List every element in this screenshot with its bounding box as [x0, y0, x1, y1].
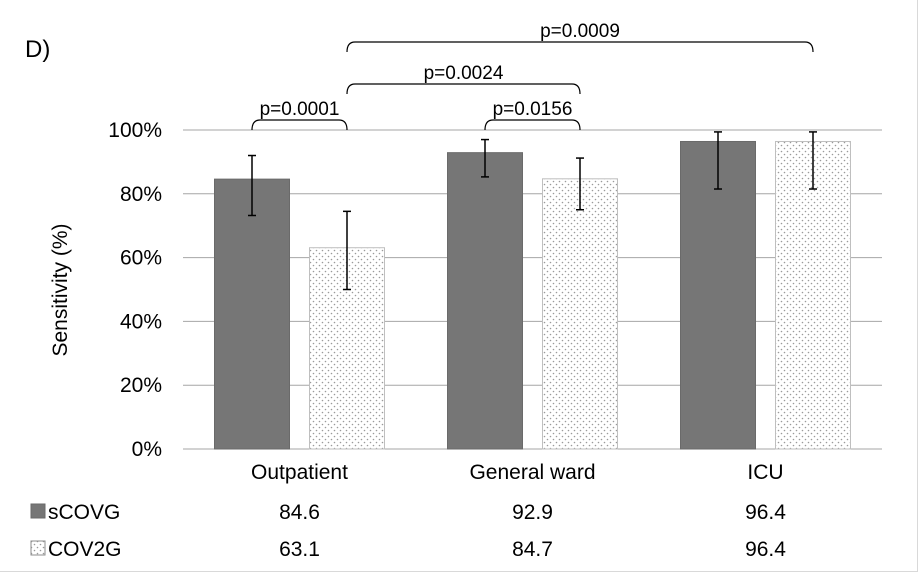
table-cell: 84.7 [512, 538, 553, 561]
gridlines [183, 129, 882, 450]
x-tick-label: Outpatient [251, 461, 348, 484]
legend-swatch-sCOVG [30, 503, 46, 519]
y-tick-label: 80% [120, 183, 162, 206]
table-row-label: sCOVG [48, 501, 120, 524]
y-tick-label: 60% [120, 247, 162, 270]
bar-COV2G-2 [775, 140, 851, 450]
p-value-label: p=0.0024 [424, 63, 504, 84]
y-tick-label: 0% [132, 438, 162, 461]
table-cell: 96.4 [745, 501, 786, 524]
error-bars [248, 131, 817, 291]
table-cell: 96.4 [745, 538, 786, 561]
table-row-label: COV2G [48, 538, 122, 561]
x-tick-label: ICU [747, 461, 783, 484]
bar-sCOVG-0 [214, 178, 290, 450]
significance-bracket [346, 41, 814, 53]
bar-sCOVG-1 [447, 152, 523, 450]
bar-sCOVG-2 [680, 140, 756, 450]
y-tick-labels: 0% 20% 40% 60% 80% 100% [108, 119, 162, 461]
p-value-label: p=0.0001 [260, 99, 340, 120]
y-tick-label: 40% [120, 310, 162, 333]
table-cell: 92.9 [512, 501, 553, 524]
legend-swatch-COV2G [30, 540, 46, 556]
p-value-label: p=0.0156 [493, 99, 573, 120]
significance-bracket [484, 119, 581, 131]
x-tick-labels: Outpatient General ward ICU [251, 461, 784, 484]
significance-bracket [251, 119, 348, 131]
significance-brackets: p=0.0001 p=0.0156 p=0.0024 p=0.0009 [251, 21, 814, 131]
p-value-label: p=0.0009 [540, 21, 620, 42]
x-tick-label: General ward [469, 461, 595, 484]
y-tick-label: 100% [108, 119, 162, 142]
significance-bracket [346, 83, 581, 95]
bar-COV2G-1 [542, 178, 618, 450]
y-axis-label: Sensitivity (%) [49, 223, 72, 356]
table-cell: 63.1 [279, 538, 320, 561]
data-table: sCOVG 84.6 92.9 96.4 COV2G 63.1 84.7 96.4 [30, 501, 786, 561]
bars [214, 140, 851, 450]
panel-label: D) [25, 36, 50, 63]
y-tick-label: 20% [120, 374, 162, 397]
table-cell: 84.6 [279, 501, 320, 524]
